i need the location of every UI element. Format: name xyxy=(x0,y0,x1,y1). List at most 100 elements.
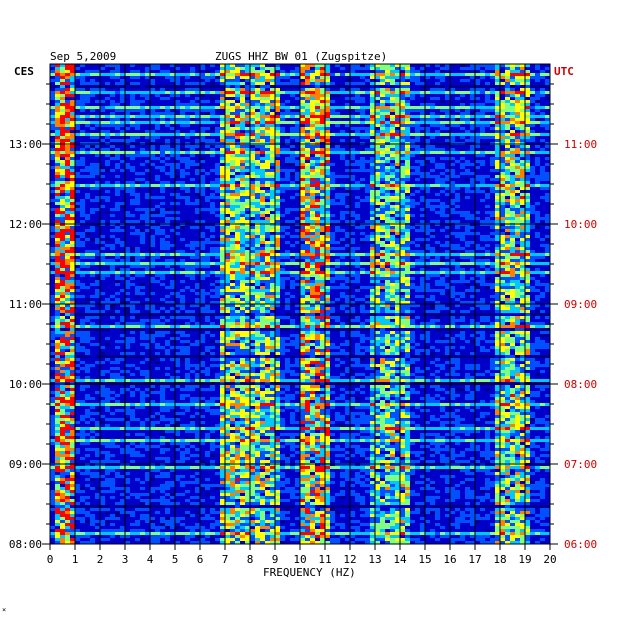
spectrogram-cell xyxy=(250,85,255,88)
spectrogram-cell xyxy=(70,148,75,151)
spectrogram-cell xyxy=(405,280,410,283)
spectrogram-cell xyxy=(510,211,515,214)
spectrogram-cell xyxy=(390,271,395,274)
spectrogram-cell xyxy=(390,64,395,67)
spectrogram-cell xyxy=(415,259,420,262)
spectrogram-cell xyxy=(325,133,330,136)
spectrogram-cell xyxy=(190,226,195,229)
spectrogram-cell xyxy=(500,277,505,280)
spectrogram-cell xyxy=(180,148,185,151)
spectrogram-cell xyxy=(480,271,485,274)
spectrogram-cell xyxy=(155,232,160,235)
spectrogram-cell xyxy=(435,199,440,202)
spectrogram-cell xyxy=(405,94,410,97)
spectrogram-cell xyxy=(195,115,200,118)
spectrogram-cell xyxy=(275,79,280,82)
spectrogram-cell xyxy=(50,109,55,112)
spectrogram-cell xyxy=(105,148,110,151)
spectrogram-cell xyxy=(540,70,545,73)
spectrogram-cell xyxy=(340,202,345,205)
spectrogram-cell xyxy=(50,229,55,232)
spectrogram-cell xyxy=(350,67,355,70)
spectrogram-cell xyxy=(225,112,230,115)
spectrogram-cell xyxy=(110,73,115,76)
spectrogram-cell xyxy=(460,211,465,214)
spectrogram-cell xyxy=(440,259,445,262)
spectrogram-cell xyxy=(405,109,410,112)
spectrogram-cell xyxy=(305,91,310,94)
spectrogram-cell xyxy=(495,163,500,166)
spectrogram-cell xyxy=(520,196,525,199)
spectrogram-cell xyxy=(265,160,270,163)
spectrogram-cell xyxy=(405,100,410,103)
spectrogram-cell xyxy=(165,208,170,211)
spectrogram-cell xyxy=(425,199,430,202)
spectrogram-cell xyxy=(400,82,405,85)
spectrogram-cell xyxy=(350,70,355,73)
spectrogram-cell xyxy=(85,256,90,259)
spectrogram-cell xyxy=(250,202,255,205)
spectrogram-cell xyxy=(380,271,385,274)
spectrogram-cell xyxy=(270,148,275,151)
spectrogram-cell xyxy=(520,169,525,172)
spectrogram-cell xyxy=(195,271,200,274)
spectrogram-cell xyxy=(490,100,495,103)
spectrogram-cell xyxy=(190,100,195,103)
spectrogram-cell xyxy=(50,85,55,88)
spectrogram-cell xyxy=(80,109,85,112)
spectrogram-cell xyxy=(445,127,450,130)
spectrogram-cell xyxy=(295,166,300,169)
spectrogram-cell xyxy=(515,79,520,82)
spectrogram-cell xyxy=(485,91,490,94)
spectrogram-cell xyxy=(525,244,530,247)
spectrogram-cell xyxy=(80,253,85,256)
spectrogram-cell xyxy=(145,70,150,73)
spectrogram-cell xyxy=(350,187,355,190)
spectrogram-cell xyxy=(365,67,370,70)
spectrogram-cell xyxy=(130,139,135,142)
spectrogram-cell xyxy=(130,151,135,154)
spectrogram-cell xyxy=(540,187,545,190)
spectrogram-cell xyxy=(420,151,425,154)
spectrogram-cell xyxy=(490,232,495,235)
spectrogram-cell xyxy=(415,169,420,172)
spectrogram-cell xyxy=(390,73,395,76)
spectrogram-cell xyxy=(240,250,245,253)
spectrogram-cell xyxy=(215,115,220,118)
spectrogram-cell xyxy=(95,82,100,85)
spectrogram-cell xyxy=(195,145,200,148)
spectrogram-cell xyxy=(280,262,285,265)
spectrogram-cell xyxy=(330,238,335,241)
spectrogram-cell xyxy=(280,190,285,193)
spectrogram-cell xyxy=(355,163,360,166)
spectrogram-cell xyxy=(270,154,275,157)
spectrogram-cell xyxy=(380,187,385,190)
spectrogram-cell xyxy=(160,115,165,118)
spectrogram-cell xyxy=(55,94,60,97)
spectrogram-cell xyxy=(170,175,175,178)
spectrogram-cell xyxy=(460,67,465,70)
spectrogram-cell xyxy=(310,202,315,205)
spectrogram-cell xyxy=(525,145,530,148)
spectrogram-cell xyxy=(465,253,470,256)
spectrogram-cell xyxy=(210,283,215,286)
spectrogram-cell xyxy=(405,235,410,238)
spectrogram-cell xyxy=(225,136,230,139)
spectrogram-cell xyxy=(70,229,75,232)
spectrogram-cell xyxy=(275,97,280,100)
spectrogram-cell xyxy=(295,262,300,265)
spectrogram-cell xyxy=(295,73,300,76)
spectrogram-cell xyxy=(430,175,435,178)
spectrogram-cell xyxy=(270,280,275,283)
spectrogram-cell xyxy=(325,244,330,247)
spectrogram-cell xyxy=(175,100,180,103)
spectrogram-cell xyxy=(480,88,485,91)
spectrogram-cell xyxy=(265,94,270,97)
spectrogram-cell xyxy=(150,241,155,244)
spectrogram-cell xyxy=(100,196,105,199)
spectrogram-cell xyxy=(495,91,500,94)
spectrogram-cell xyxy=(380,250,385,253)
spectrogram-cell xyxy=(475,124,480,127)
spectrogram-cell xyxy=(260,109,265,112)
spectrogram-cell xyxy=(520,109,525,112)
